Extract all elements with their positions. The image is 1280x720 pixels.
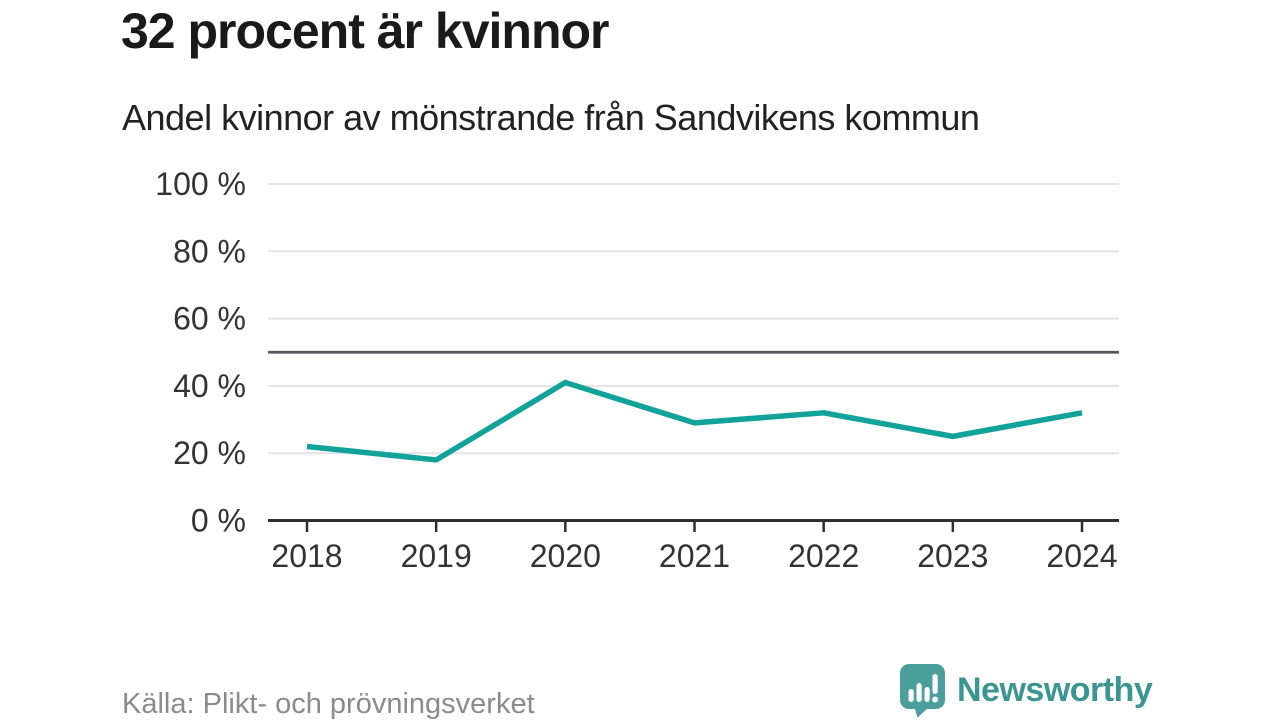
x-tick-label: 2021 — [659, 538, 730, 574]
y-tick-label: 40 % — [173, 368, 246, 404]
x-tick-label: 2018 — [271, 538, 342, 574]
logo-bar-3 — [924, 687, 930, 702]
newsworthy-logo-text: Newsworthy — [957, 670, 1153, 709]
chart-footer: Källa: Plikt- och prövningsverket Newswo… — [0, 662, 1280, 720]
x-tick-label: 2024 — [1046, 538, 1117, 574]
chart-title: 32 procent är kvinnor — [121, 3, 609, 59]
x-tick-label: 2019 — [401, 538, 472, 574]
y-tick-label: 60 % — [173, 301, 246, 337]
x-tick-label: 2022 — [788, 538, 859, 574]
y-tick-label: 0 % — [191, 503, 246, 539]
y-tick-label: 20 % — [173, 435, 246, 471]
x-tick-label: 2023 — [917, 538, 988, 574]
logo-bubble-shape — [900, 664, 945, 718]
x-tick-label: 2020 — [530, 538, 601, 574]
newsworthy-logo: Newsworthy — [897, 662, 1153, 718]
series-line — [306, 379, 1083, 463]
logo-exclamation-dot — [932, 696, 939, 703]
newsworthy-bar-chart-bubble-icon — [900, 664, 945, 718]
y-tick-label: 80 % — [173, 233, 246, 269]
logo-bar-2 — [916, 683, 922, 702]
logo-exclamation-bar — [932, 674, 938, 694]
source-note: Källa: Plikt- och prövningsverket — [122, 688, 535, 720]
chart-subtitle: Andel kvinnor av mönstrande från Sandvik… — [122, 97, 980, 138]
y-tick-label: 100 % — [155, 166, 246, 202]
logo-bar-1 — [908, 689, 914, 702]
